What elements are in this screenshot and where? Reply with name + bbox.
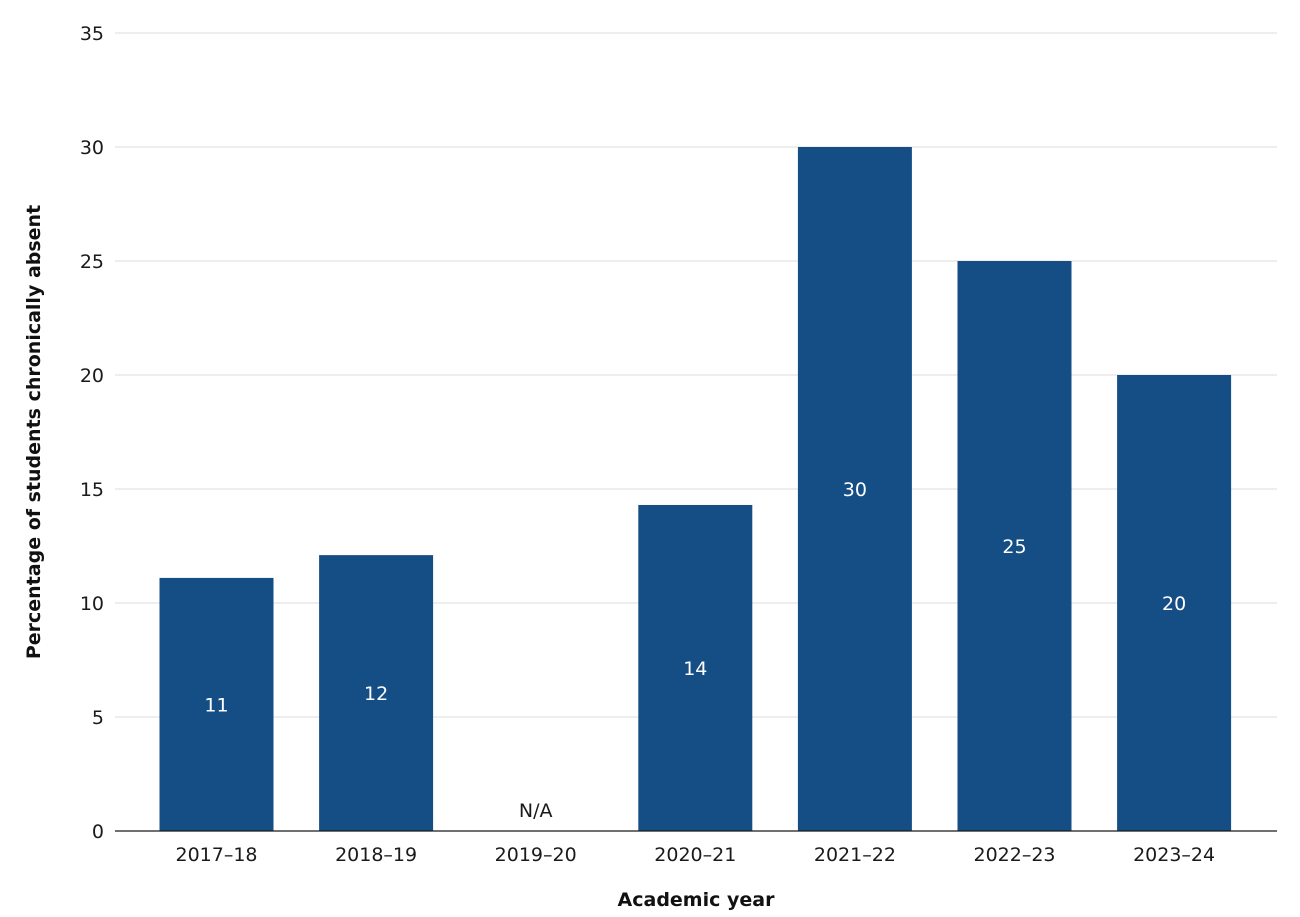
y-axis-ticks: 0 5 10 15 20 25 30 35 [80, 23, 104, 843]
bar [797, 147, 912, 831]
x-tick-label: 2019–20 [495, 844, 577, 866]
x-tick-label: 2022–23 [973, 844, 1055, 866]
x-tick-label: 2023–24 [1133, 844, 1215, 866]
data-labels: 11 12 N/A 14 30 25 20 [204, 479, 1186, 822]
y-tick-label: 5 [92, 707, 104, 729]
bar [319, 555, 434, 831]
y-tick-label: 35 [80, 23, 104, 45]
data-label: 14 [683, 658, 707, 680]
data-label: 12 [364, 683, 388, 705]
data-label: 25 [1002, 536, 1026, 558]
gridlines [115, 32, 1277, 718]
y-tick-label: 20 [80, 365, 104, 387]
bar [1117, 375, 1232, 831]
data-label: 20 [1162, 593, 1186, 615]
y-tick-label: 30 [80, 137, 104, 159]
data-label-missing: N/A [519, 800, 553, 822]
data-label: 11 [204, 694, 228, 716]
x-tick-label: 2018–19 [335, 844, 417, 866]
y-tick-label: 10 [80, 593, 104, 615]
bar [159, 577, 274, 831]
y-tick-label: 15 [80, 479, 104, 501]
x-tick-label: 2020–21 [654, 844, 736, 866]
x-axis-ticks: 2017–18 2018–19 2019–20 2020–21 2021–22 2022–… [175, 844, 1215, 866]
y-tick-label: 0 [92, 821, 104, 843]
data-label: 30 [843, 479, 867, 501]
bar [957, 261, 1072, 831]
x-tick-label: 2017–18 [175, 844, 257, 866]
y-tick-label: 25 [80, 251, 104, 273]
x-axis-title: Academic year [618, 889, 776, 911]
bar [638, 504, 753, 831]
bars [159, 147, 1232, 831]
y-axis-title: Percentage of students chronically absen… [23, 205, 45, 659]
x-tick-label: 2021–22 [814, 844, 896, 866]
